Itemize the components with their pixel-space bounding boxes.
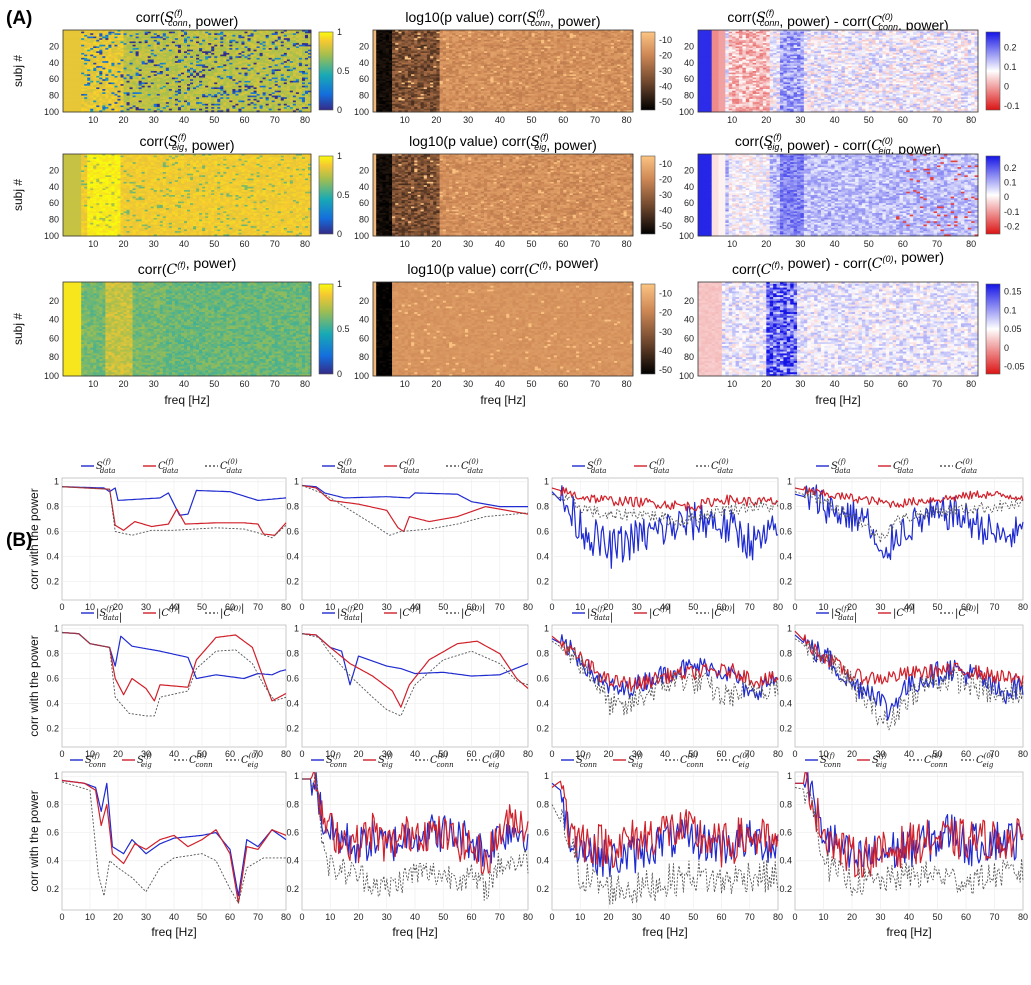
heatmap-title: corr(S(f) conn, power) [136, 8, 239, 29]
panel-a-label: (A) [6, 8, 32, 29]
